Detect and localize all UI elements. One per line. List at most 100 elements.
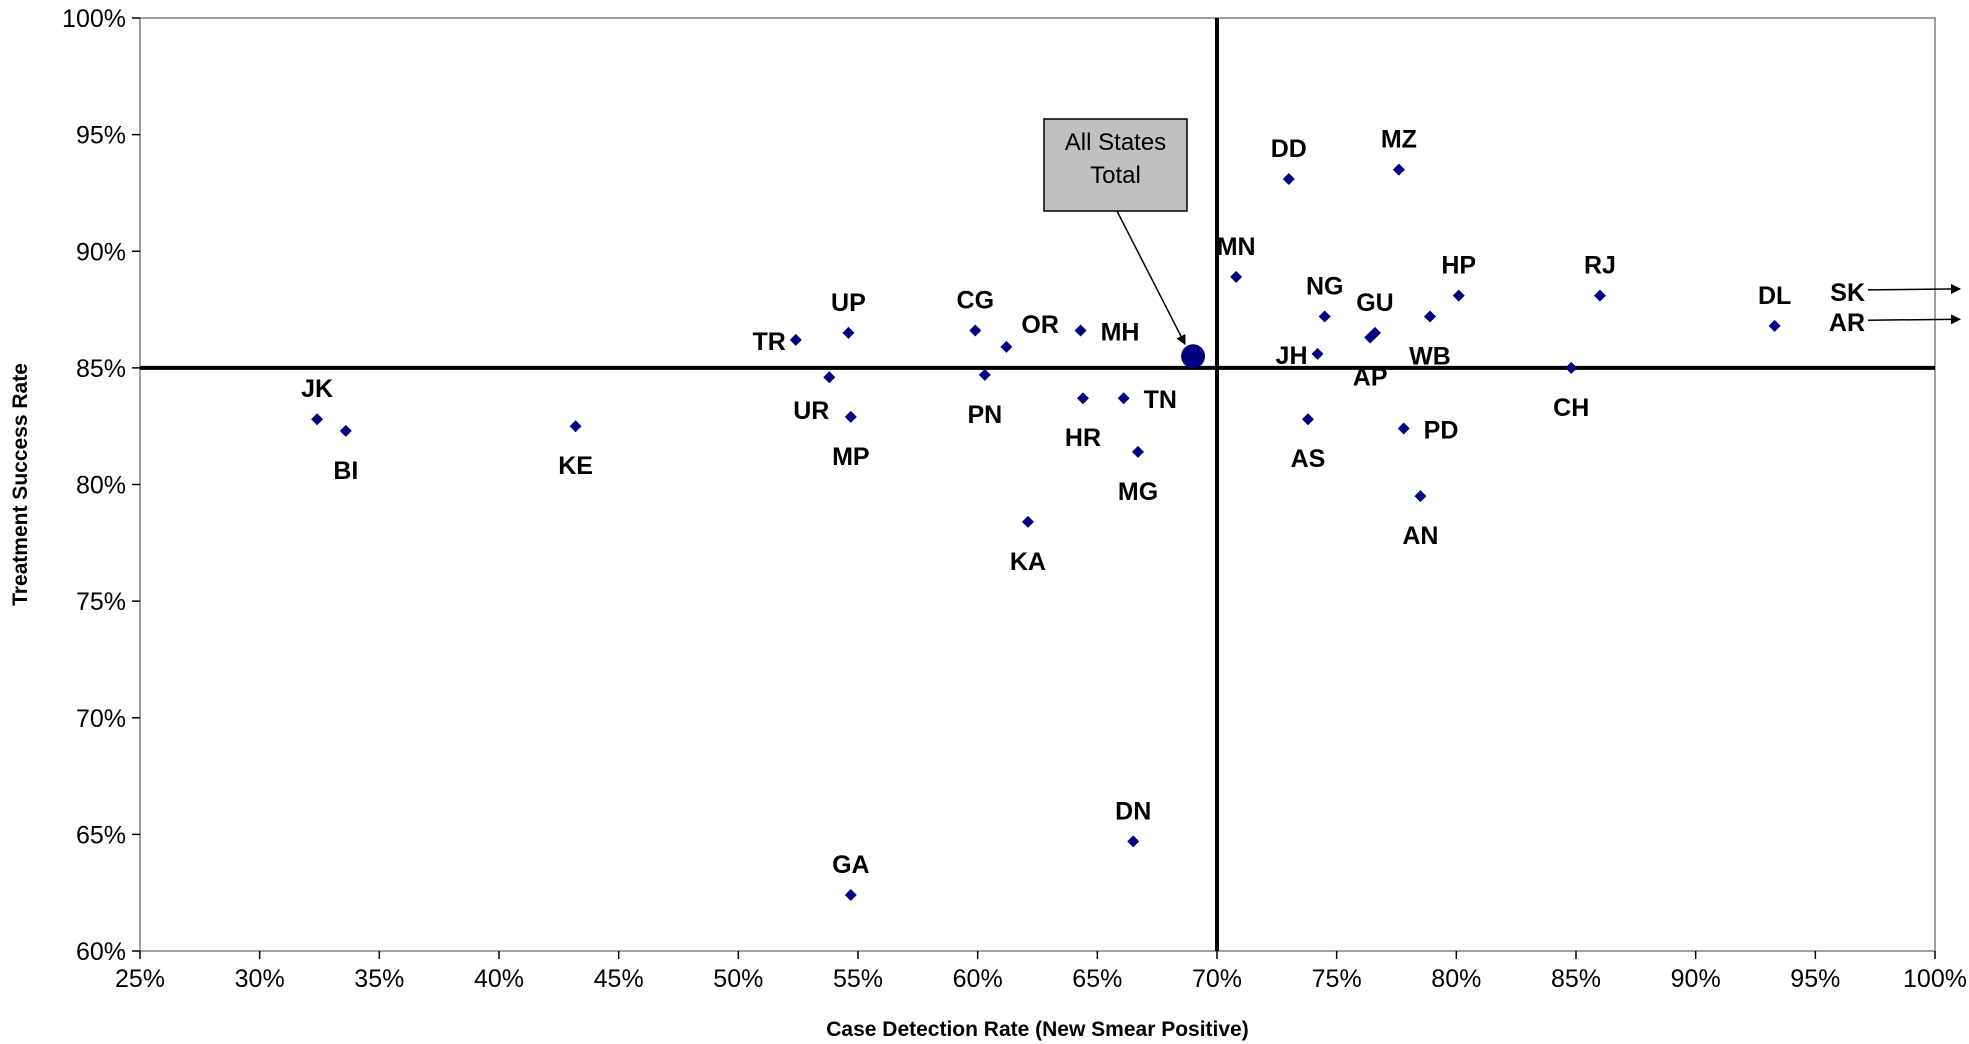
data-point-ap [1364, 331, 1377, 344]
data-point-up [842, 326, 855, 339]
x-tick-label: 25% [115, 965, 165, 993]
data-point-ch [1565, 361, 1578, 374]
point-label-mh: MH [1101, 319, 1140, 347]
x-tick-label: 30% [235, 965, 285, 993]
data-point-jh [1311, 347, 1324, 360]
point-label-ga: GA [832, 851, 870, 879]
point-label-tn: TN [1144, 386, 1177, 414]
point-label-mz: MZ [1381, 126, 1417, 154]
point-label-pd: PD [1424, 417, 1459, 445]
x-tick-label: 90% [1671, 965, 1721, 993]
data-point-pn [978, 368, 991, 381]
x-tick-label: 55% [833, 965, 883, 993]
point-label-mp: MP [832, 443, 870, 471]
point-label-ap: AP [1353, 364, 1388, 392]
x-tick-label: 50% [713, 965, 763, 993]
x-tick-label: 35% [354, 965, 404, 993]
data-point-jk [311, 413, 324, 426]
point-label-jh: JH [1276, 342, 1308, 370]
point-label-gu: GU [1356, 289, 1394, 317]
x-tick-label: 100% [1903, 965, 1967, 993]
data-point-mh [1074, 324, 1087, 337]
point-label-ng: NG [1306, 273, 1344, 301]
point-label-up: UP [831, 289, 866, 317]
offchart-arrow-sk [1867, 284, 1961, 295]
y-tick-label: 60% [76, 938, 126, 966]
x-tick-label: 70% [1192, 965, 1242, 993]
data-point-ur [823, 371, 836, 384]
y-tick-label: 65% [76, 821, 126, 849]
data-point-mp [844, 410, 857, 423]
x-tick-label: 80% [1431, 965, 1481, 993]
point-label-jk: JK [301, 375, 333, 403]
y-tick-label: 75% [76, 588, 126, 616]
data-point-dd [1282, 172, 1295, 185]
callout-box [1043, 118, 1188, 212]
point-label-ur: UR [793, 397, 829, 425]
callout-line-2: Total [1090, 162, 1141, 189]
point-label-as: AS [1291, 445, 1326, 473]
x-tick-label: 60% [953, 965, 1003, 993]
offchart-arrow-ar [1867, 314, 1961, 325]
aggregate-point [1181, 344, 1206, 369]
x-tick-label: 85% [1551, 965, 1601, 993]
callout-line-1: All States [1065, 129, 1166, 156]
data-point-ke [569, 420, 582, 433]
data-point-ng [1318, 310, 1331, 323]
point-label-mn: MN [1217, 233, 1256, 261]
point-label-or: OR [1021, 311, 1059, 339]
point-label-rj: RJ [1584, 252, 1616, 280]
x-tick-label: 45% [594, 965, 644, 993]
point-label-dl: DL [1758, 282, 1791, 310]
point-label-an: AN [1402, 522, 1438, 550]
data-point-cg [969, 324, 982, 337]
data-point-mz [1392, 163, 1405, 176]
callout-arrow [1116, 210, 1186, 346]
x-tick-label: 75% [1312, 965, 1362, 993]
x-tick-label: 65% [1072, 965, 1122, 993]
point-label-dn: DN [1115, 797, 1151, 825]
data-point-hp [1452, 289, 1465, 302]
data-point-pd [1397, 422, 1410, 435]
data-point-ka [1021, 515, 1034, 528]
y-tick-label: 70% [76, 705, 126, 733]
point-label-ch: CH [1553, 394, 1589, 422]
point-label-mg: MG [1118, 478, 1158, 506]
point-label-hp: HP [1441, 252, 1476, 280]
point-label-bi: BI [333, 457, 358, 485]
y-axis-title: Treatment Success Rate [9, 363, 32, 606]
plot-area-border [139, 17, 1936, 952]
point-label-tr: TR [752, 328, 785, 356]
y-tick-label: 80% [76, 472, 126, 500]
point-label-cg: CG [957, 287, 995, 315]
data-point-or [1000, 340, 1013, 353]
y-tick-label: 95% [76, 122, 126, 150]
data-point-tr [789, 333, 802, 346]
x-tick-label: 40% [474, 965, 524, 993]
point-label-pn: PN [967, 401, 1002, 429]
data-point-dl [1768, 319, 1781, 332]
data-point-hr [1076, 392, 1089, 405]
point-label-ka: KA [1010, 548, 1046, 576]
data-point-ga [844, 889, 857, 902]
point-label-hr: HR [1065, 424, 1101, 452]
point-label-dd: DD [1271, 135, 1307, 163]
y-tick-label: 100% [62, 5, 126, 33]
data-point-dn [1127, 835, 1140, 848]
x-axis-title: Case Detection Rate (New Smear Positive) [826, 1018, 1248, 1041]
data-point-mn [1230, 270, 1243, 283]
data-point-an [1414, 490, 1427, 503]
y-tick-label: 85% [76, 355, 126, 383]
y-tick-label: 90% [76, 238, 126, 266]
x-tick-label: 95% [1790, 965, 1840, 993]
data-point-bi [339, 424, 352, 437]
data-point-wb [1424, 310, 1437, 323]
data-point-as [1301, 413, 1314, 426]
point-label-ke: KE [558, 452, 593, 480]
data-point-tn [1117, 392, 1130, 405]
data-point-mg [1132, 445, 1145, 458]
offchart-label-sk: SK [1830, 279, 1865, 307]
offchart-label-ar: AR [1829, 309, 1865, 337]
